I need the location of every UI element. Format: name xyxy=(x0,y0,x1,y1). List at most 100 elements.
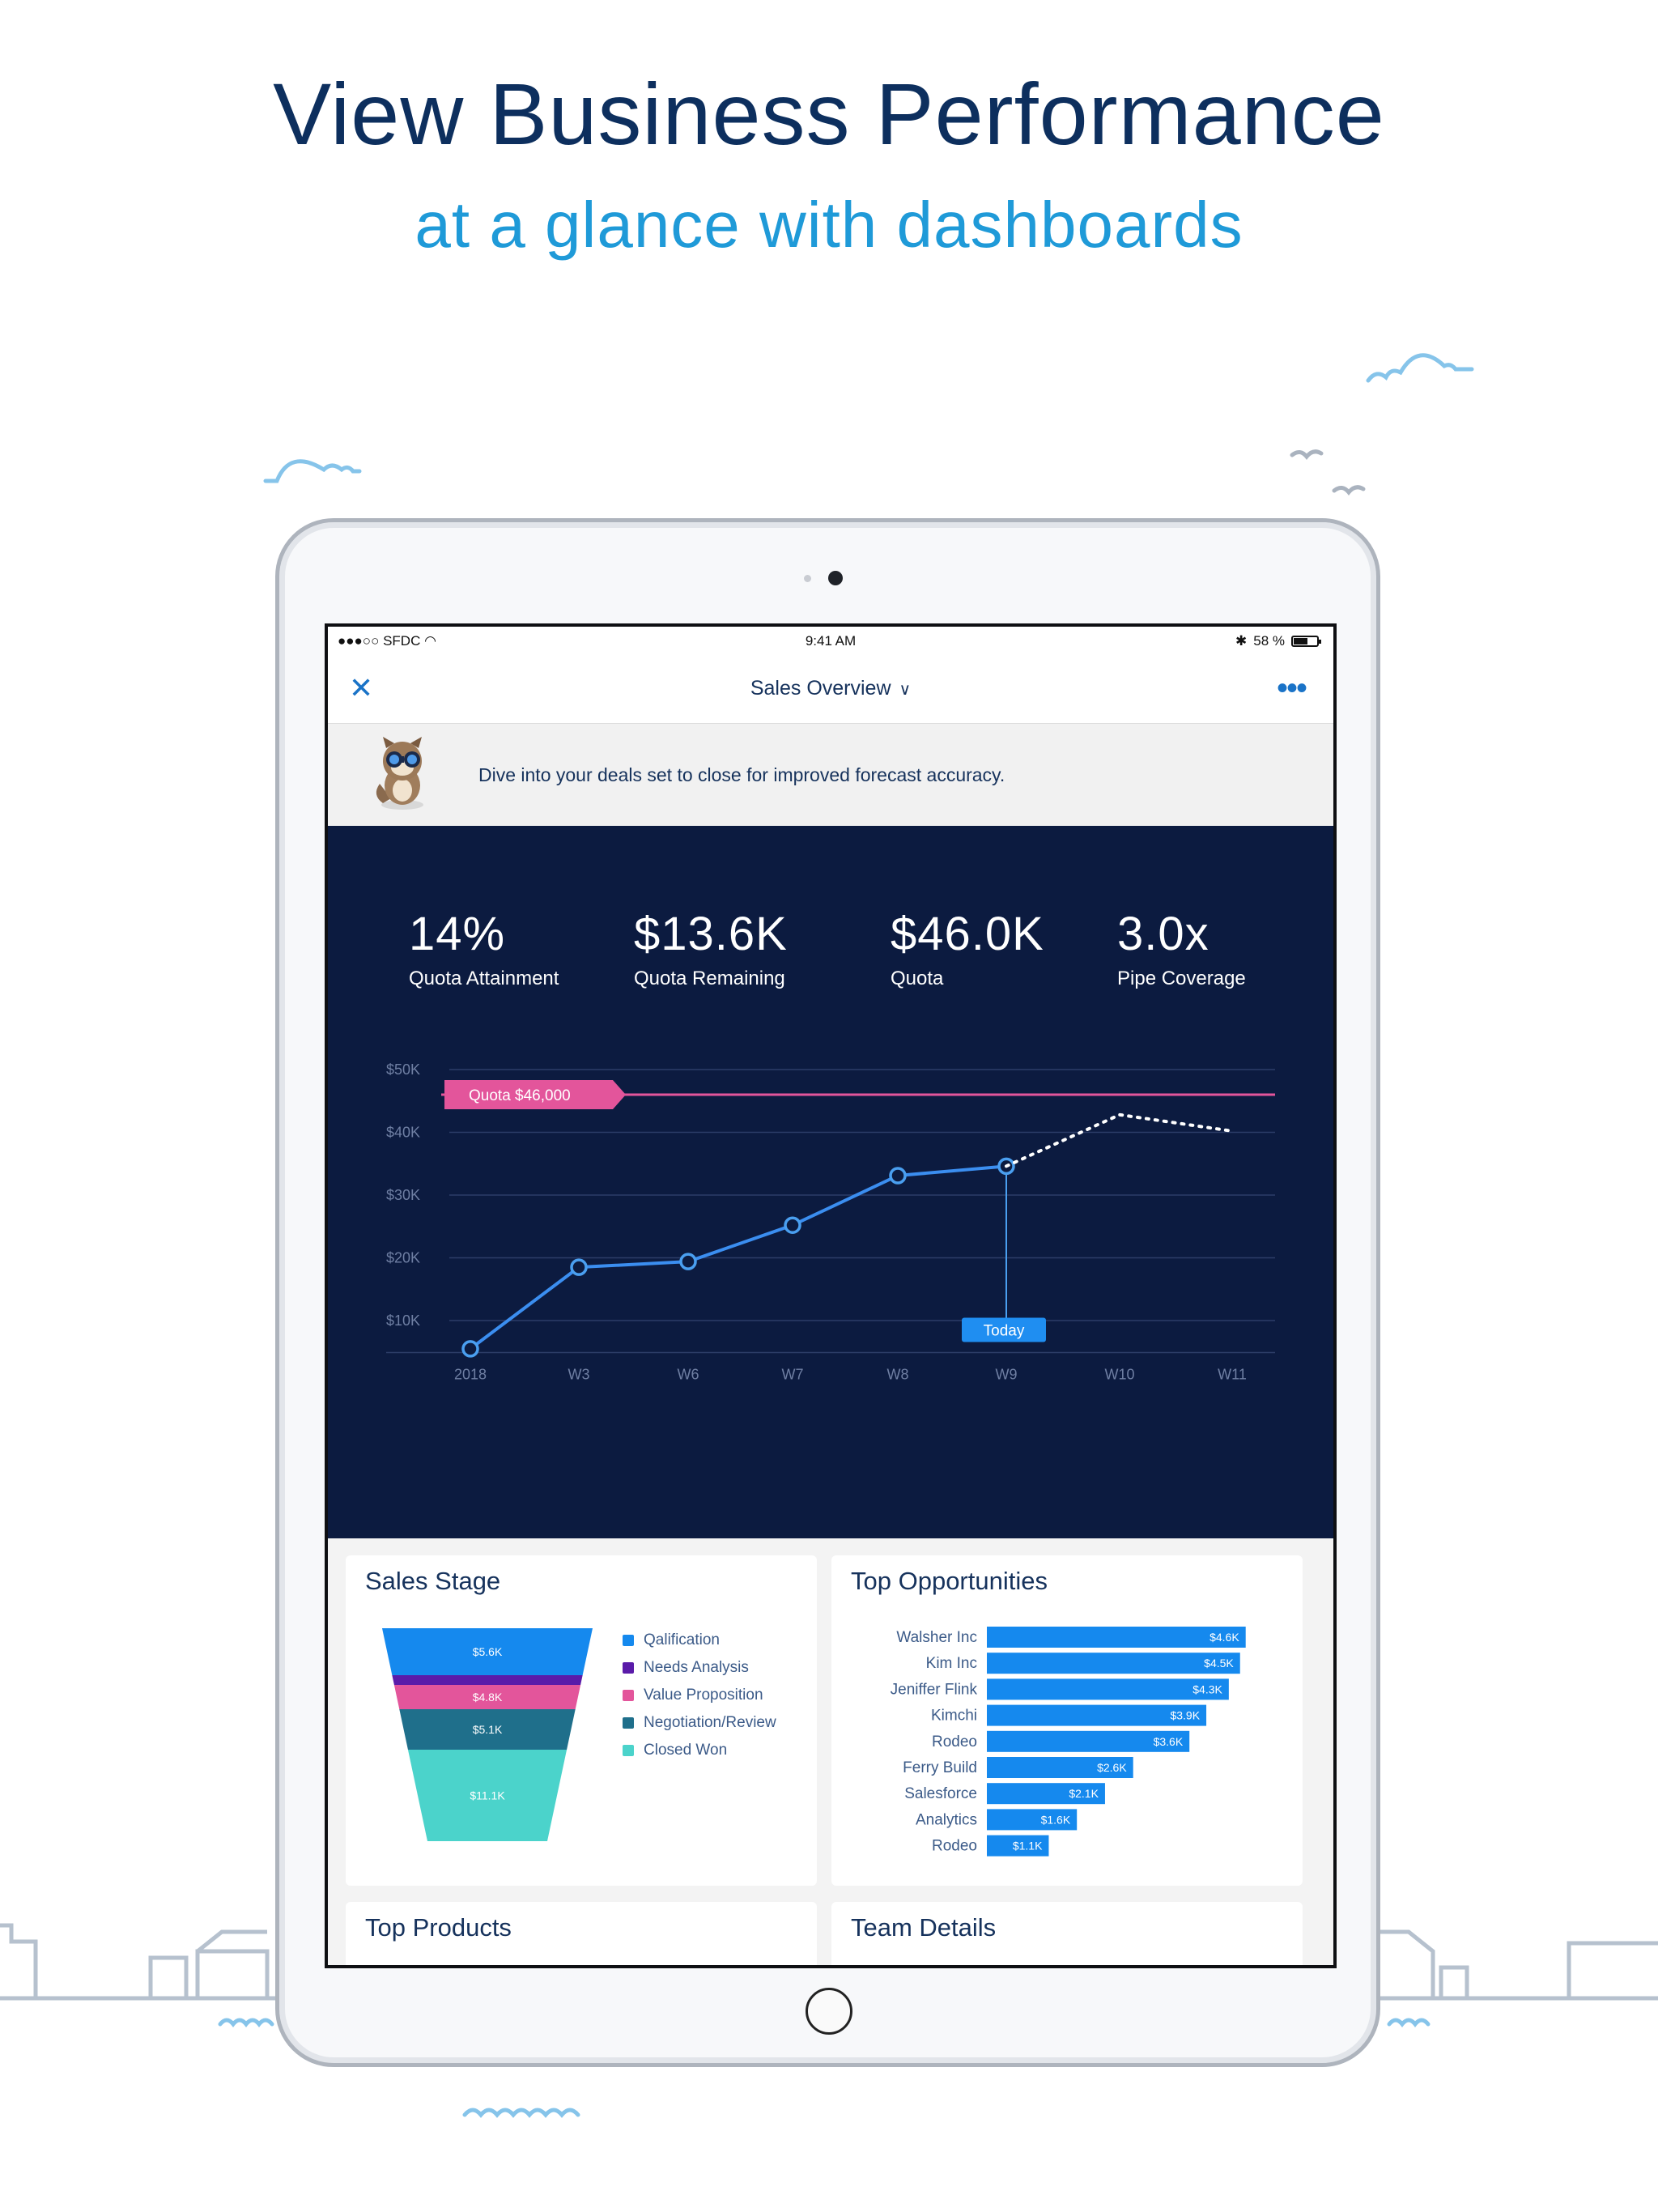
funnel-segment-label: $11.1K xyxy=(470,1789,505,1802)
bluetooth-icon: ✱ xyxy=(1235,633,1248,649)
funnel-segment-label: $5.1K xyxy=(473,1723,503,1736)
card-title: Team Details xyxy=(851,1913,997,1942)
legend-label: Negotiation/Review xyxy=(644,1714,776,1731)
chevron-down-icon: ∨ xyxy=(899,681,912,699)
carrier-label: ●●●○○ SFDC xyxy=(338,633,421,649)
headline-title: View Business Performance xyxy=(273,65,1385,163)
y-tick-label: $20K xyxy=(386,1250,420,1266)
home-button[interactable] xyxy=(806,1988,852,2035)
funnel-segment-label: $4.8K xyxy=(473,1691,503,1704)
opportunity-bar xyxy=(987,1809,1078,1831)
opportunity-bar xyxy=(987,1627,1246,1648)
cloud-icon xyxy=(1366,353,1474,383)
legend-swatch xyxy=(623,1635,634,1646)
ipad-frame: ●●●○○ SFDC ◠ 9:41 AM ✱ 58 % ✕ Sales Over… xyxy=(275,518,1380,2067)
wave-icon xyxy=(1387,2018,1431,2027)
close-icon[interactable]: ✕ xyxy=(349,671,374,704)
bar-value-label: $1.6K xyxy=(1041,1813,1071,1826)
x-tick-label: W9 xyxy=(996,1367,1018,1383)
legend-swatch xyxy=(623,1662,634,1674)
opportunity-bar xyxy=(987,1757,1133,1778)
bar-value-label: $1.1K xyxy=(1013,1840,1043,1853)
status-time: 9:41 AM xyxy=(805,633,857,649)
quota-label: Quota $46,000 xyxy=(469,1087,571,1104)
actual-series-line xyxy=(469,1164,1007,1351)
cloud-icon xyxy=(263,459,362,483)
top-products-card[interactable]: Top Products xyxy=(346,1902,817,1965)
app-screen: ●●●○○ SFDC ◠ 9:41 AM ✱ 58 % ✕ Sales Over… xyxy=(325,623,1337,1968)
card-title: Sales Stage xyxy=(365,1567,501,1595)
more-icon[interactable]: ••• xyxy=(1276,670,1307,706)
banner-text: Dive into your deals set to close for im… xyxy=(478,764,1005,785)
sales-stage-funnel[interactable]: $5.6K $4.8K $5.1K $11.1K xyxy=(346,1555,817,1886)
status-bar: ●●●○○ SFDC ◠ 9:41 AM ✱ 58 % xyxy=(328,627,1333,656)
dashboard-selector[interactable]: Sales Overview ∨ xyxy=(328,677,1333,700)
team-details-card[interactable]: Team Details xyxy=(831,1902,1303,1965)
bar-category-label: Salesforce xyxy=(904,1785,977,1802)
bird-icon xyxy=(1332,485,1366,496)
opportunity-bar xyxy=(987,1653,1240,1674)
bar-category-label: Jeniffer Flink xyxy=(891,1681,978,1698)
page-title: Sales Overview xyxy=(750,677,891,700)
nav-bar: ✕ Sales Overview ∨ ••• xyxy=(328,656,1333,724)
x-tick-label: W7 xyxy=(782,1367,804,1383)
quota-line-chart[interactable]: $50K $40K $30K $20K $10K 2018 W3 W6 W7 W8 W9 W10 W11… xyxy=(328,826,1333,1538)
opportunity-bar xyxy=(987,1730,1190,1752)
insight-banner: Dive into your deals set to close for im… xyxy=(328,724,1333,826)
actual-data-point xyxy=(461,1340,479,1358)
bar-value-label: $4.6K xyxy=(1209,1631,1239,1644)
top-opportunities-card[interactable]: Top Opportunities Walsher Inc $4.6K Kim In… xyxy=(831,1555,1303,1886)
funnel-segment xyxy=(399,1709,576,1750)
wave-icon xyxy=(462,2108,580,2118)
funnel-segment xyxy=(393,1685,581,1709)
kpi-quota-attainment[interactable]: 14% Quota Attainment xyxy=(409,907,559,990)
opportunity-bar xyxy=(987,1835,1049,1857)
kpi-panel: 14% Quota Attainment $13.6K Quota Remain… xyxy=(328,826,1333,1538)
bar-category-label: Analytics xyxy=(916,1811,977,1828)
opportunity-bar xyxy=(987,1704,1207,1726)
x-tick-label: W6 xyxy=(678,1367,699,1383)
card-title: Top Opportunities xyxy=(851,1567,1048,1595)
x-tick-label: W11 xyxy=(1218,1367,1247,1383)
kpi-quota[interactable]: $46.0K Quota xyxy=(891,907,1044,990)
top-opportunities-bar-chart[interactable]: Walsher Inc $4.6K Kim Inc $4.5K Jeniffer Fli… xyxy=(831,1555,1303,1886)
y-tick-label: $40K xyxy=(386,1125,420,1141)
battery-icon xyxy=(1291,636,1321,647)
opportunity-bar xyxy=(987,1678,1229,1700)
legend-label: Qalification xyxy=(644,1631,720,1648)
funnel-segment xyxy=(392,1675,583,1685)
kpi-value: $13.6K xyxy=(634,908,788,960)
bar-category-label: Kimchi xyxy=(931,1708,977,1725)
battery-label: 58 % xyxy=(1253,633,1285,649)
camera-sensor xyxy=(804,575,811,582)
kpi-label: Pipe Coverage xyxy=(1117,968,1246,989)
front-camera xyxy=(828,571,843,585)
bar-value-label: $4.5K xyxy=(1204,1657,1234,1670)
kpi-pipe-coverage[interactable]: 3.0x Pipe Coverage xyxy=(1117,907,1246,990)
bar-category-label: Rodeo xyxy=(932,1838,977,1855)
kpi-label: Quota Attainment xyxy=(409,968,559,989)
kpi-value: $46.0K xyxy=(891,908,1044,960)
actual-data-point xyxy=(889,1167,907,1185)
legend-item: Qalification xyxy=(623,1631,720,1649)
legend-item: Closed Won xyxy=(623,1742,727,1759)
x-tick-label: W8 xyxy=(887,1367,909,1383)
kpi-label: Quota xyxy=(891,968,944,989)
kpi-value: 3.0x xyxy=(1117,908,1209,960)
legend-item: Negotiation/Review xyxy=(623,1714,776,1732)
sales-stage-card[interactable]: Sales Stage $5.6K $4.8K $5.1K $11.1K Qalifi… xyxy=(346,1555,817,1886)
astro-mascot-icon xyxy=(376,737,423,810)
kpi-quota-remaining[interactable]: $13.6K Quota Remaining xyxy=(634,907,788,990)
opportunity-bar xyxy=(987,1783,1105,1805)
forecast-series-line xyxy=(1005,1112,1234,1168)
headline-subtitle: at a glance with dashboards xyxy=(414,189,1244,261)
bar-category-label: Ferry Build xyxy=(903,1759,977,1776)
legend-swatch xyxy=(623,1690,634,1701)
bar-value-label: $2.6K xyxy=(1097,1761,1127,1774)
quota-flag xyxy=(444,1080,626,1109)
y-tick-label: $50K xyxy=(386,1061,420,1078)
legend-item: Needs Analysis xyxy=(623,1659,749,1677)
legend-label: Needs Analysis xyxy=(644,1659,749,1676)
kpi-label: Quota Remaining xyxy=(634,968,785,989)
